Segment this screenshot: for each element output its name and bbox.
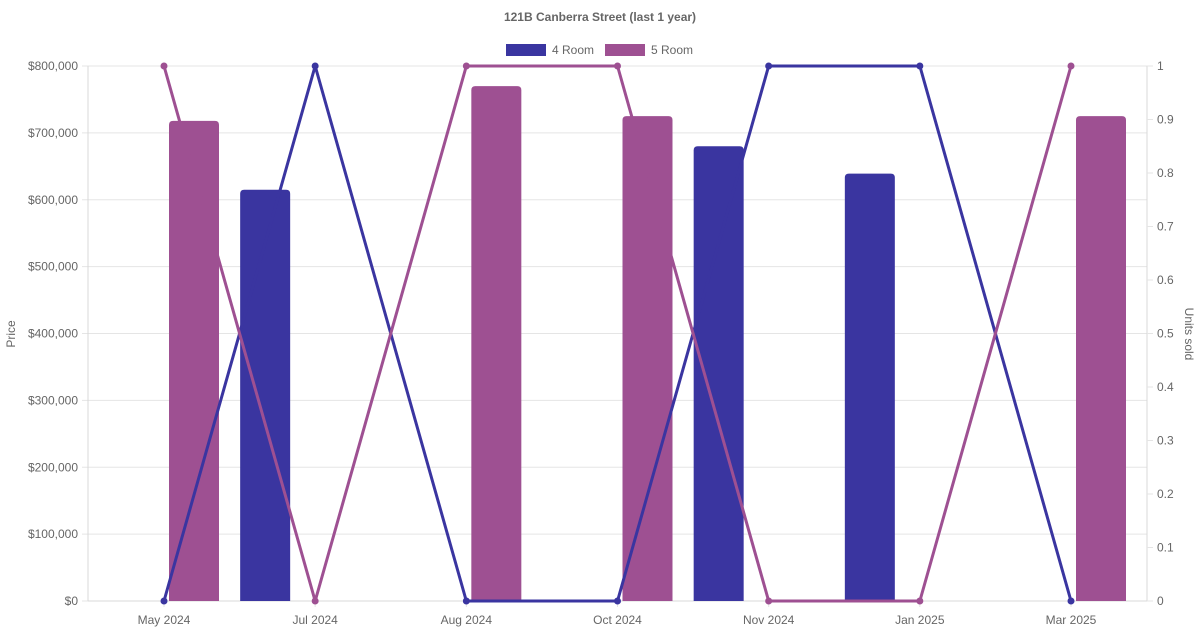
y-tick-label: $600,000 <box>28 193 78 207</box>
point-4-room <box>311 62 319 70</box>
y-tick-label: $300,000 <box>28 393 78 407</box>
x-tick-label: Nov 2024 <box>743 613 795 627</box>
bar-4-room <box>693 146 744 601</box>
x-tick-label: May 2024 <box>138 613 191 627</box>
y2-tick-label: 0.2 <box>1157 487 1174 501</box>
y2-tick-label: 0.3 <box>1157 434 1174 448</box>
y2-tick-label: 0.1 <box>1157 541 1174 555</box>
point-4-room <box>1067 597 1075 605</box>
y2-axis-title: Units sold <box>1182 308 1196 361</box>
bar-5-room <box>169 120 219 602</box>
x-tick-label: Aug 2024 <box>441 613 493 627</box>
chart-title: 121B Canberra Street (last 1 year) <box>504 10 696 24</box>
point-4-room <box>160 597 168 605</box>
point-4-room <box>916 62 924 70</box>
y2-tick-label: 0.4 <box>1157 380 1174 394</box>
y-tick-label: $500,000 <box>28 260 78 274</box>
y-tick-label: $0 <box>65 594 79 608</box>
unit-lines <box>160 62 1075 605</box>
x-tick-label: Oct 2024 <box>593 613 642 627</box>
bar-4-room <box>240 189 291 601</box>
y-tick-label: $200,000 <box>28 460 78 474</box>
point-5-room <box>160 62 168 70</box>
point-5-room <box>916 597 924 605</box>
point-5-room <box>462 62 470 70</box>
bar-5-room <box>622 116 673 601</box>
legend: 4 Room 5 Room <box>506 43 693 57</box>
point-4-room <box>462 597 470 605</box>
y2-tick-label: 0.6 <box>1157 273 1174 287</box>
y-axis-right: 0 0.1 0.2 0.3 0.4 0.5 0.6 0.7 0.8 0.9 1 <box>1147 59 1174 608</box>
point-5-room <box>1067 62 1075 70</box>
bars <box>169 86 1126 602</box>
point-5-room <box>311 597 319 605</box>
legend-swatch <box>605 44 645 56</box>
y2-tick-label: 0.9 <box>1157 113 1174 127</box>
legend-label: 4 Room <box>552 43 594 57</box>
bar-5-room <box>471 86 522 601</box>
y2-tick-label: 1 <box>1157 59 1164 73</box>
legend-label: 5 Room <box>651 43 693 57</box>
point-5-room <box>765 597 773 605</box>
y-tick-label: $400,000 <box>28 327 78 341</box>
point-4-room <box>765 62 773 70</box>
bar-5-room <box>1076 116 1126 601</box>
y-axis-left: $0 $100,000 $200,000 $300,000 $400,000 $500,0… <box>28 59 78 608</box>
y2-tick-label: 0.7 <box>1157 220 1174 234</box>
x-tick-label: Mar 2025 <box>1046 613 1097 627</box>
bar-4-room <box>844 173 895 601</box>
y2-tick-label: 0 <box>1157 594 1164 608</box>
point-4-room <box>614 597 621 605</box>
legend-swatch <box>506 44 546 56</box>
point-5-room <box>614 62 621 70</box>
x-axis: May 2024 Jul 2024 Aug 2024 Oct 2024 Nov 2024… <box>138 601 1097 627</box>
y-tick-label: $100,000 <box>28 527 78 541</box>
y2-tick-label: 0.5 <box>1157 327 1174 341</box>
y2-tick-label: 0.8 <box>1157 166 1174 180</box>
x-tick-label: Jan 2025 <box>895 613 945 627</box>
y-axis-title: Price <box>4 320 18 348</box>
y-tick-label: $800,000 <box>28 59 78 73</box>
y-tick-label: $700,000 <box>28 126 78 140</box>
x-tick-label: Jul 2024 <box>292 613 338 627</box>
